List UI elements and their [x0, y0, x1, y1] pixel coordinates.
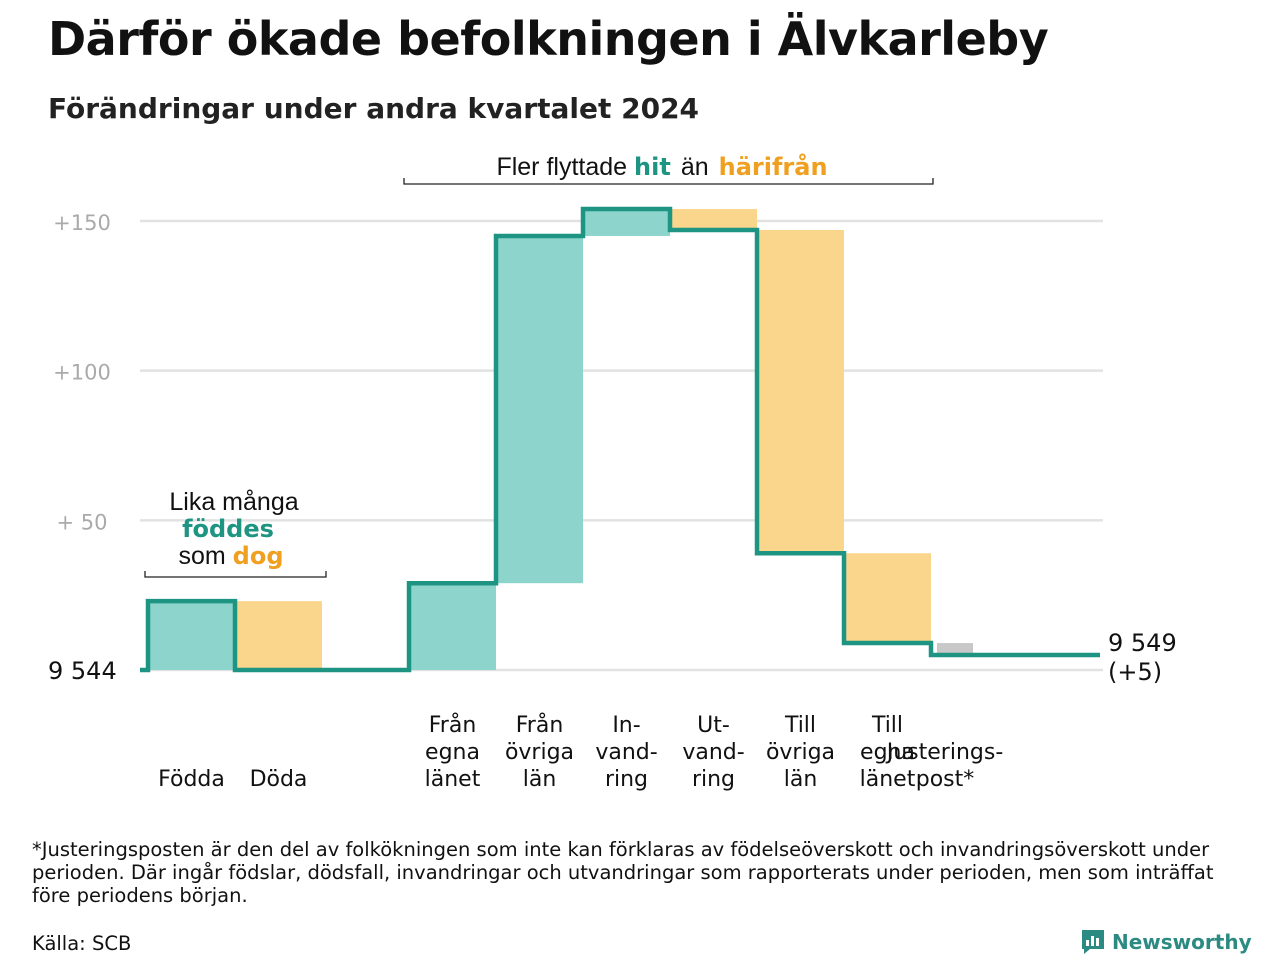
source-label: Källa: SCB — [32, 932, 132, 955]
category-label: egna — [425, 740, 480, 765]
migration-annotation-harifran: härifrån — [719, 152, 828, 181]
page-title: Därför ökade befolkningen i Älvkarleby — [48, 12, 1049, 66]
category-label: Döda — [250, 767, 308, 792]
waterfall-bar — [148, 601, 235, 670]
category-label: Till — [871, 713, 903, 738]
waterfall-bar — [235, 601, 322, 670]
category-label: ring — [605, 767, 648, 792]
waterfall-bar — [409, 583, 496, 670]
natural-annotation-line3: som dog — [178, 542, 283, 570]
category-label: Ut- — [697, 713, 730, 738]
migration-annotation-bracket — [403, 178, 934, 185]
line-layer — [140, 206, 1100, 673]
waterfall-bar — [670, 209, 757, 230]
y-tick-label: +150 — [53, 211, 111, 235]
waterfall-bar — [496, 235, 583, 584]
page-subtitle: Förändringar under andra kvartalet 2024 — [48, 92, 700, 125]
category-label: länet — [860, 767, 916, 792]
category-label: ring — [692, 767, 735, 792]
migration-annotation-pre: Fler flyttade — [496, 153, 634, 181]
migration-annotation-text: Fler flyttade hit än härifrån — [496, 152, 827, 181]
brand-name: Newsworthy — [1112, 930, 1252, 954]
category-label: vand- — [595, 740, 657, 765]
category-label: vand- — [682, 740, 744, 765]
waterfall-bar — [844, 553, 931, 644]
waterfall-bar — [757, 229, 844, 554]
brand-logo: Newsworthy — [1080, 928, 1252, 956]
category-label: övriga — [766, 740, 835, 765]
natural-annotation-line1: Lika många — [169, 488, 298, 516]
natural-annotation-bracket — [144, 571, 327, 578]
end-value-label: (+5) — [1108, 658, 1162, 686]
natural-annotation-line2: föddes — [182, 515, 274, 543]
migration-annotation-mid: än — [681, 153, 709, 181]
category-label: Födda — [158, 767, 225, 792]
category-label: In- — [612, 713, 640, 738]
category-label: län — [523, 767, 557, 792]
category-label: Från — [516, 712, 564, 738]
category-label: länet — [425, 767, 481, 792]
waterfall-bar — [583, 209, 670, 236]
category-label: post* — [916, 767, 975, 792]
waterfall-bar — [937, 643, 973, 656]
bars-layer — [148, 209, 973, 670]
category-label: län — [784, 767, 818, 792]
category-label: Justerings- — [885, 740, 1004, 765]
category-label: övriga — [505, 740, 574, 765]
y-tick-label: + 50 — [57, 510, 108, 534]
category-label: Från — [429, 712, 477, 738]
category-label: egna — [860, 740, 915, 765]
natural-annotation-line3-highlight: dog — [233, 542, 284, 570]
footnote: *Justeringsposten är den del av folkökni… — [32, 838, 1214, 907]
natural-change-annotation: Lika många föddes som dog — [144, 488, 327, 578]
migration-annotation: Fler flyttade hit än härifrån — [403, 152, 934, 185]
cumulative-step-line — [140, 206, 1100, 673]
y-tick-label: +100 — [53, 361, 111, 385]
end-value-label: 9 549 — [1108, 629, 1177, 657]
migration-annotation-hit: hit — [634, 153, 671, 181]
baseline-value-label: 9 544 — [48, 657, 117, 685]
newsworthy-logo-icon — [1082, 930, 1104, 954]
category-label: Till — [784, 713, 816, 738]
natural-annotation-line3-pre: som — [178, 542, 232, 570]
